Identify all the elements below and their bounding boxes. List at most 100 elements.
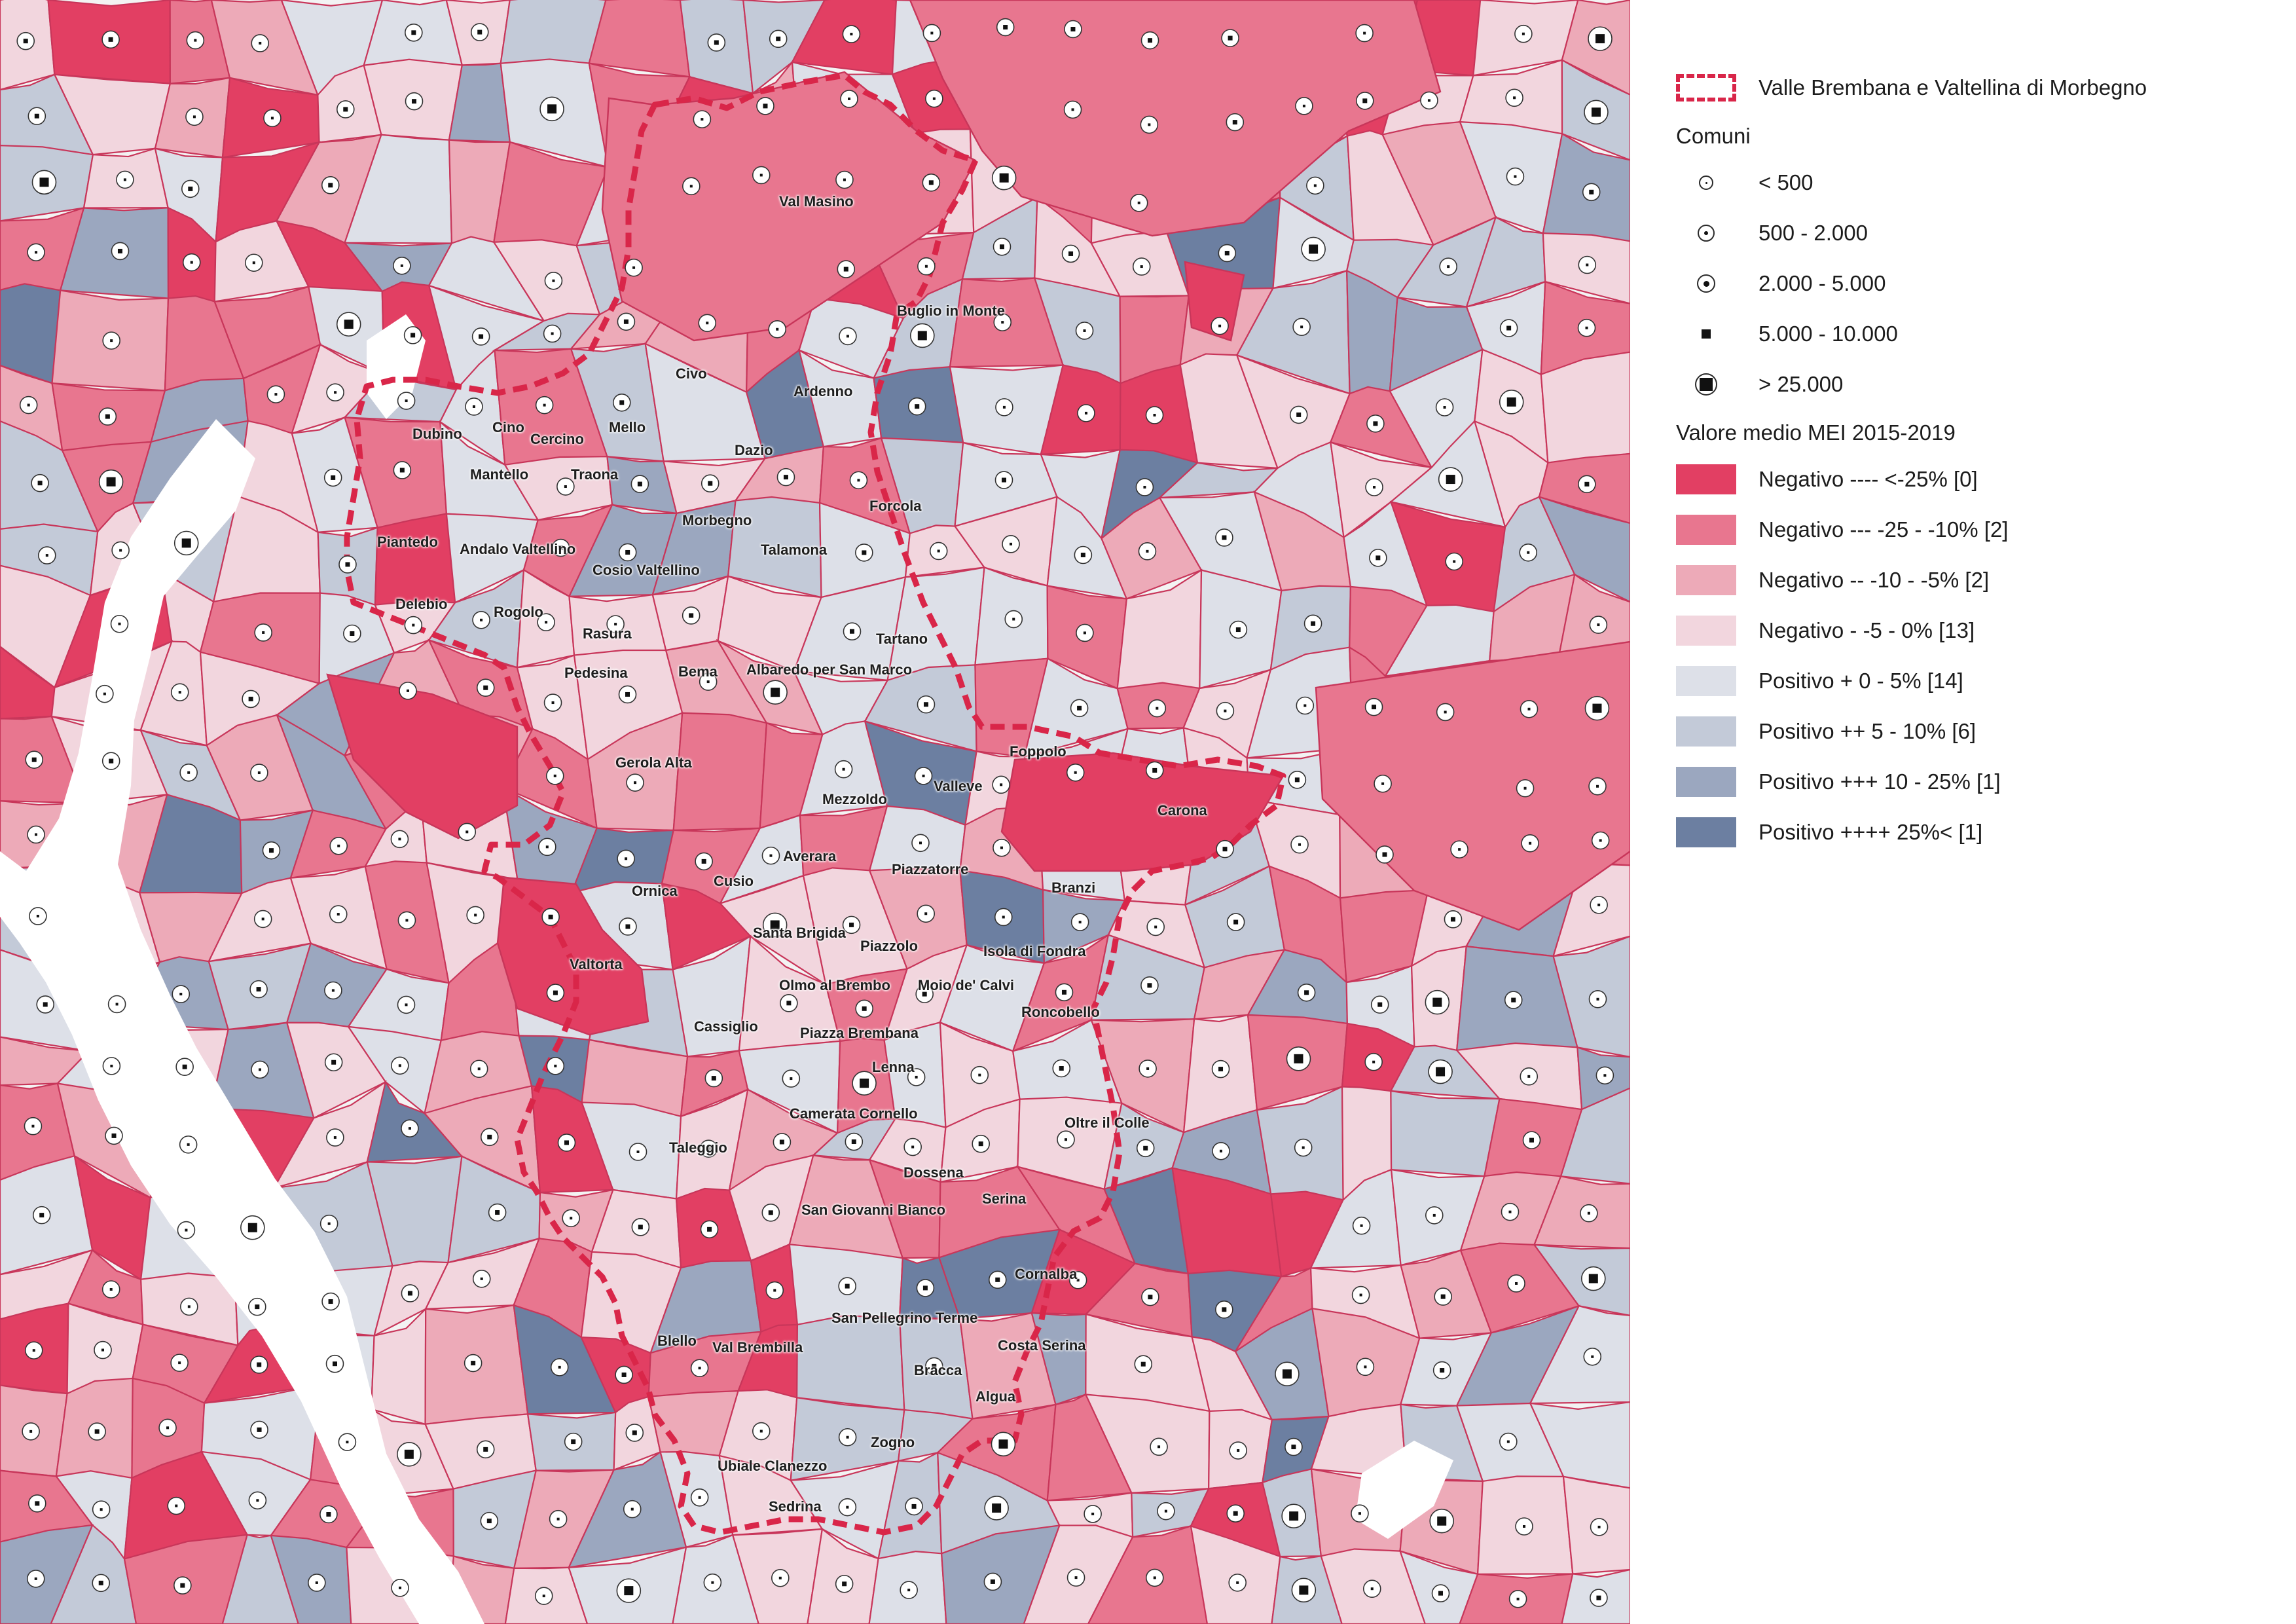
place-label: Cino bbox=[492, 419, 524, 435]
place-label: Camerata Cornello bbox=[790, 1105, 918, 1122]
population-symbol bbox=[1504, 991, 1523, 1009]
place-label: Algua bbox=[975, 1388, 1016, 1405]
population-symbol bbox=[22, 1422, 40, 1441]
population-symbol bbox=[1157, 1502, 1175, 1521]
population-symbol bbox=[1292, 318, 1311, 337]
population-symbol bbox=[996, 18, 1015, 37]
population-symbol bbox=[110, 614, 129, 633]
population-symbol bbox=[1590, 896, 1608, 914]
lake-lower bbox=[1355, 1441, 1453, 1539]
population-symbol bbox=[242, 690, 260, 709]
place-label: Piantedo bbox=[377, 534, 438, 550]
population-symbol bbox=[707, 33, 726, 52]
population-symbol bbox=[1084, 1505, 1102, 1523]
population-symbol bbox=[1444, 910, 1463, 929]
population-symbol bbox=[1514, 24, 1533, 43]
population-symbol bbox=[249, 980, 268, 999]
legend-mei-row: Positivo ++++ 25%< [1] bbox=[1676, 817, 2265, 848]
population-symbol bbox=[1288, 771, 1307, 789]
population-symbol bbox=[182, 253, 201, 272]
legend-mei-label: Positivo +++ 10 - 25% [1] bbox=[1758, 769, 2001, 794]
lake-como bbox=[0, 419, 484, 1624]
population-symbol bbox=[266, 385, 285, 403]
population-symbol bbox=[1228, 1574, 1247, 1592]
population-symbol bbox=[855, 544, 873, 562]
place-label: Zogno bbox=[871, 1434, 915, 1450]
place-label: Oltre il Colle bbox=[1065, 1115, 1150, 1131]
place-label: Cassiglio bbox=[694, 1018, 758, 1035]
population-symbol bbox=[1505, 88, 1523, 107]
population-symbol bbox=[1370, 995, 1389, 1014]
population-symbol bbox=[1362, 1579, 1381, 1598]
municipality-area bbox=[374, 513, 456, 606]
place-label: Serina bbox=[982, 1190, 1027, 1207]
population-symbol bbox=[92, 1574, 111, 1593]
place-label: Val Masino bbox=[779, 193, 854, 210]
population-symbol bbox=[338, 555, 357, 574]
population-symbol bbox=[185, 107, 204, 126]
population-symbol bbox=[102, 331, 120, 350]
population-symbol bbox=[27, 243, 45, 262]
place-label: Ornica bbox=[632, 883, 678, 899]
dashed-boundary-icon bbox=[1676, 74, 1736, 101]
population-symbol bbox=[167, 1496, 186, 1515]
population-symbol bbox=[31, 473, 49, 492]
population-symbol bbox=[1145, 761, 1164, 780]
population-symbol bbox=[849, 471, 868, 490]
population-symbol bbox=[480, 1128, 499, 1147]
population-symbol bbox=[338, 1433, 357, 1451]
population-symbol bbox=[1365, 478, 1383, 496]
population-symbol bbox=[1355, 92, 1374, 110]
legend-mei-label: Negativo - -5 - 0% [13] bbox=[1758, 618, 1975, 642]
population-symbol bbox=[101, 30, 120, 49]
population-symbol bbox=[905, 1497, 923, 1516]
place-label: Buglio in Monte bbox=[897, 303, 1005, 319]
population-symbol bbox=[94, 1340, 112, 1359]
population-symbol bbox=[343, 624, 361, 643]
population-symbol bbox=[325, 1354, 344, 1373]
population-symbol bbox=[1352, 1216, 1371, 1235]
place-label: Foppolo bbox=[1010, 743, 1066, 760]
place-label: Olmo al Brembo bbox=[779, 977, 890, 993]
legend-color-swatch bbox=[1676, 616, 1736, 646]
municipality-area bbox=[500, 0, 607, 64]
population-symbol bbox=[1055, 983, 1074, 1002]
population-symbol bbox=[1066, 763, 1085, 782]
population-symbol bbox=[488, 1203, 507, 1222]
population-symbol bbox=[1140, 976, 1159, 995]
population-symbol bbox=[101, 752, 120, 770]
population-symbol bbox=[1499, 390, 1524, 415]
population-symbol bbox=[172, 985, 191, 1003]
population-symbol bbox=[618, 685, 637, 704]
place-label: Mello bbox=[609, 419, 646, 435]
population-symbol bbox=[175, 1058, 194, 1076]
population-symbol bbox=[390, 830, 409, 849]
population-symbol bbox=[699, 673, 718, 691]
population-symbol bbox=[546, 984, 565, 1002]
population-symbol bbox=[1291, 1578, 1317, 1603]
population-symbol bbox=[616, 1578, 642, 1603]
population-symbol bbox=[1145, 406, 1164, 424]
population-symbol bbox=[562, 1209, 580, 1228]
population-symbol bbox=[630, 475, 649, 493]
legend-population-row: 2.000 - 5.000 bbox=[1676, 268, 2265, 299]
population-symbol bbox=[1508, 1590, 1527, 1608]
place-label: Santa Brigida bbox=[753, 925, 846, 941]
population-symbol bbox=[839, 327, 857, 346]
population-symbol bbox=[476, 1440, 495, 1459]
population-symbol bbox=[321, 1292, 340, 1311]
place-label: Mezzoldo bbox=[822, 791, 887, 807]
place-label: Forcola bbox=[869, 498, 922, 514]
population-symbol bbox=[98, 469, 124, 494]
population-symbol bbox=[336, 100, 355, 119]
population-symbol bbox=[549, 1509, 568, 1528]
population-symbol bbox=[1140, 31, 1159, 50]
population-symbol bbox=[107, 995, 126, 1014]
population-symbol bbox=[761, 846, 780, 865]
population-symbol bbox=[1434, 1287, 1452, 1306]
population-symbol bbox=[682, 177, 701, 196]
population-symbol bbox=[1068, 1271, 1087, 1289]
municipality-area bbox=[796, 1315, 905, 1411]
place-label: Morbegno bbox=[682, 512, 752, 528]
population-dot-icon bbox=[1676, 167, 1736, 198]
